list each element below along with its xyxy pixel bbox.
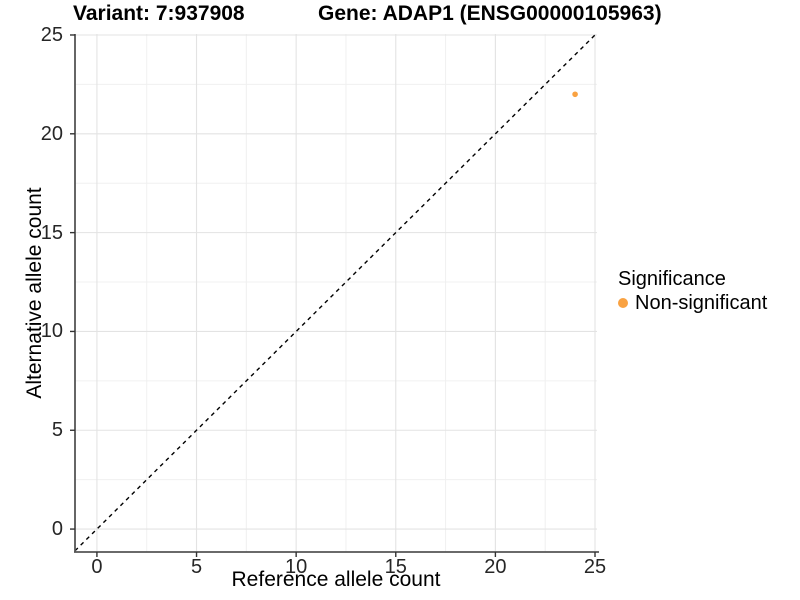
x-axis-title: Reference allele count: [231, 568, 441, 591]
y-tick-label: 5: [51, 419, 63, 442]
legend-title: Significance: [618, 268, 726, 290]
legend-items: Non-significant: [618, 292, 767, 314]
identity-line: [74, 33, 597, 552]
x-tick-label: 0: [91, 556, 103, 578]
y-tick-label: 0: [51, 518, 63, 541]
x-tick-label: 5: [190, 556, 203, 578]
data-point: [572, 91, 578, 98]
y-tick-label: 10: [40, 320, 63, 343]
y-axis-title: Alternative allele count: [23, 187, 46, 399]
legend-item: Non-significant: [618, 292, 767, 314]
plot-title-gene: Gene: ADAP1 (ENSG00000105963): [318, 2, 662, 25]
x-tick-label: 25: [583, 556, 607, 578]
x-tick-label: 15: [384, 556, 407, 578]
legend-point-icon: [618, 298, 628, 308]
x-tick-label: 10: [285, 556, 308, 578]
y-tick-label: 25: [40, 23, 63, 46]
legend: Significance Non-significant: [618, 268, 767, 314]
y-tick-label: 15: [40, 221, 63, 244]
x-tick-label: 20: [484, 556, 507, 578]
legend-item-label: Non-significant: [635, 292, 768, 314]
y-tick-label: 20: [40, 122, 63, 145]
plot-title-variant: Variant: 7:937908: [73, 2, 245, 25]
